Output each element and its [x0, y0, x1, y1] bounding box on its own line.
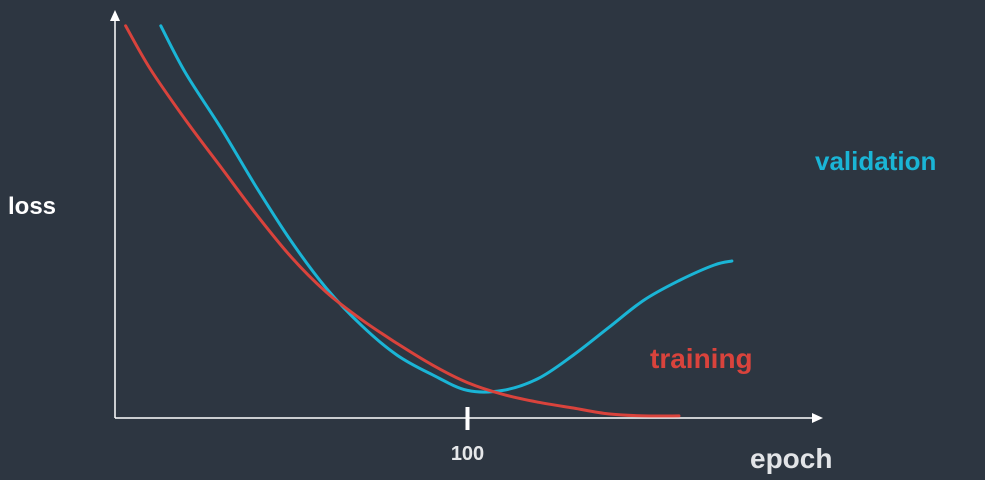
- series-group: [124, 24, 734, 418]
- x-axis-arrow-icon: [812, 413, 823, 423]
- series-label-training: training: [650, 343, 753, 374]
- series-line-training: [124, 24, 681, 418]
- y-axis-label: loss: [8, 193, 56, 220]
- series-line-validation: [159, 24, 734, 394]
- y-axis-arrow-icon: [110, 10, 120, 21]
- series-label-validation: validation: [815, 146, 936, 176]
- x-tick-label-100: 100: [451, 443, 484, 465]
- x-axis-label: epoch: [750, 443, 832, 474]
- x-ticks: 100: [451, 407, 484, 465]
